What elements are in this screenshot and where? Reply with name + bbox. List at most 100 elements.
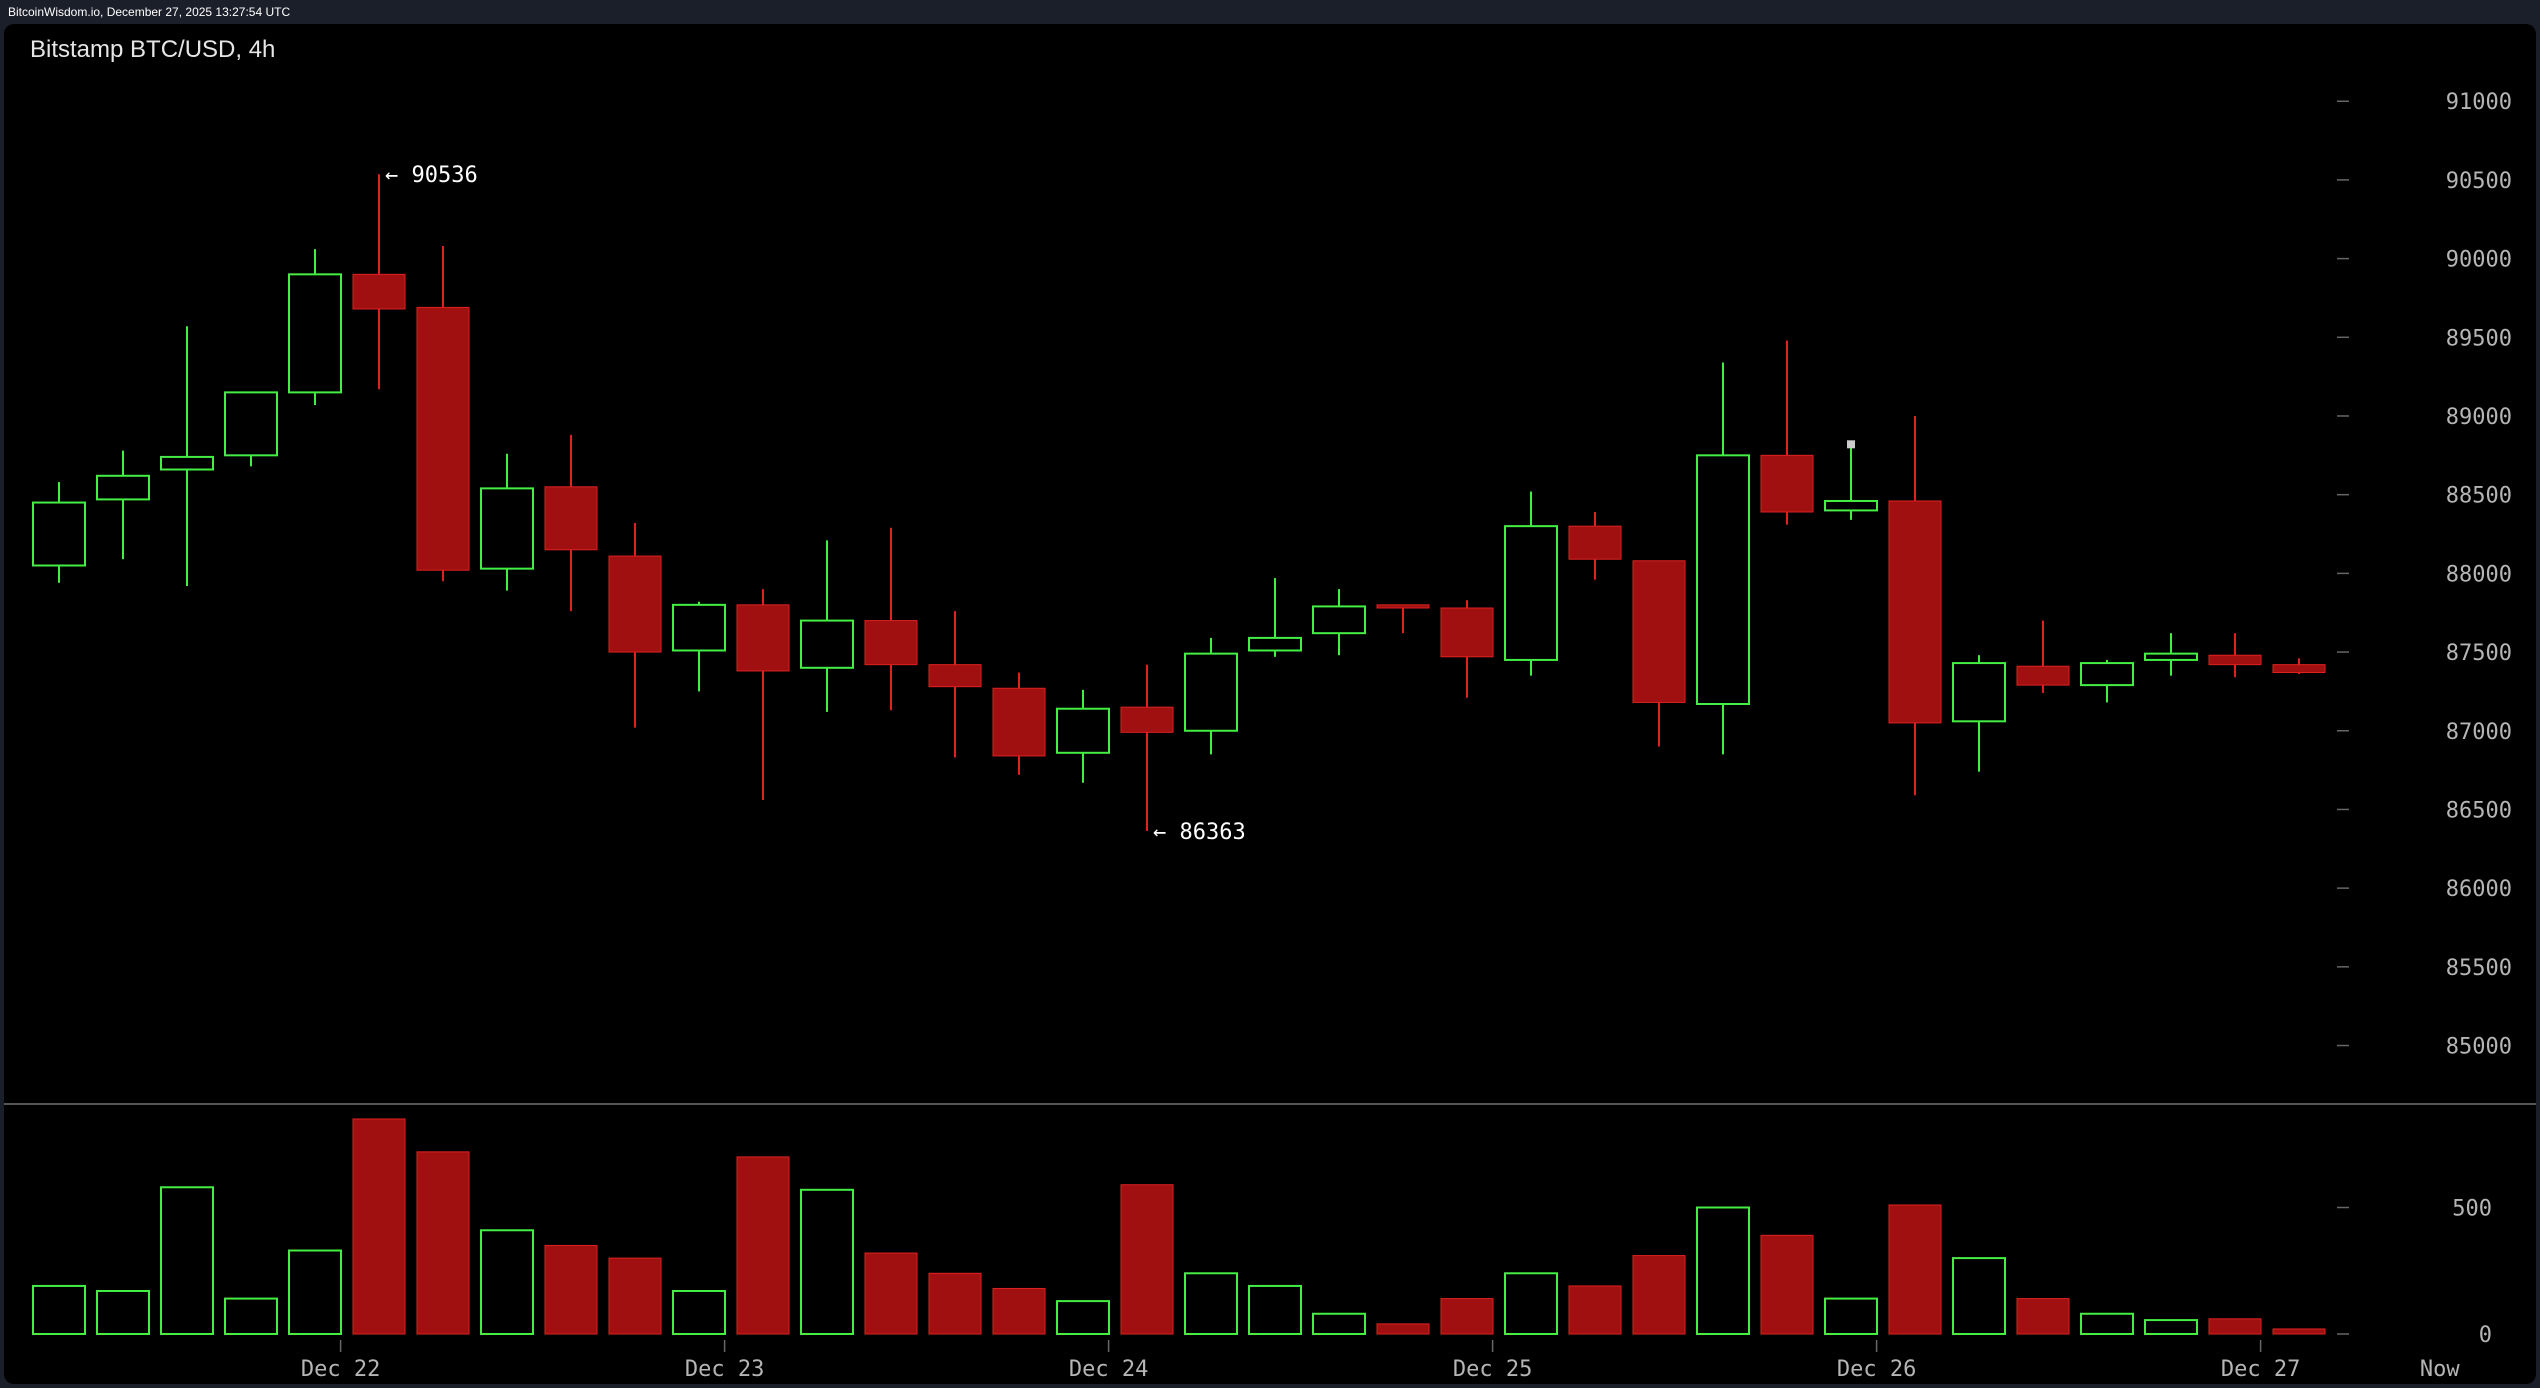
candle-body xyxy=(2208,654,2262,666)
candle-body xyxy=(1376,604,1430,609)
volume-bar-up xyxy=(672,1289,726,1335)
volume-bar-down xyxy=(2272,1328,2326,1335)
volume-bar-down xyxy=(1376,1323,1430,1335)
candle-up xyxy=(1248,578,1302,657)
candle-up xyxy=(480,453,534,591)
volume-bar-up xyxy=(1504,1272,1558,1336)
chart-panel: 85000 85500 86000 86500 87000 87500 88000 88500… xyxy=(4,24,2536,1384)
price-tick-label: 91000 xyxy=(2446,90,2512,115)
candle-up xyxy=(1056,689,1110,783)
candle-down xyxy=(1376,604,1430,634)
candle-down xyxy=(928,611,982,758)
candle-body xyxy=(32,501,86,567)
price-tick-label: 88000 xyxy=(2446,562,2512,587)
candle-body xyxy=(1888,500,1942,724)
volume-bar-up xyxy=(96,1289,150,1335)
extreme-annotation: ← 86363 xyxy=(1153,820,1246,845)
price-tick-label: 86500 xyxy=(2446,798,2512,823)
extreme-annotation: ← 90536 xyxy=(385,163,478,188)
volume-bar-down xyxy=(2016,1298,2070,1335)
candle-down xyxy=(352,174,406,390)
candle-body xyxy=(1696,454,1750,705)
marker-dot xyxy=(1847,440,1855,449)
volume-layer xyxy=(32,1118,2326,1336)
top-bar: BitcoinWisdom.io, December 27, 2025 13:2… xyxy=(0,0,2540,24)
date-label: Dec 27 xyxy=(2221,1357,2300,1382)
candle-down xyxy=(1120,664,1174,832)
candle-body xyxy=(1248,636,1302,652)
volume-bar-down xyxy=(352,1118,406,1335)
candle-body xyxy=(800,619,854,669)
volume-bar-up xyxy=(480,1229,534,1336)
candle-body xyxy=(96,474,150,501)
volume-bar-down xyxy=(1440,1298,1494,1335)
candle-body xyxy=(1184,652,1238,732)
candle-body xyxy=(1824,499,1878,512)
candle-up xyxy=(1312,589,1366,656)
volume-bar-up xyxy=(2080,1312,2134,1336)
price-tick-label: 86000 xyxy=(2446,877,2512,902)
candle-up xyxy=(2144,633,2198,676)
volume-bar-down xyxy=(736,1156,790,1335)
volume-bar-up xyxy=(1056,1300,1110,1335)
candle-body xyxy=(2144,652,2198,661)
candle-body xyxy=(288,273,342,394)
volume-bar-down xyxy=(928,1272,982,1335)
candle-up xyxy=(224,391,278,467)
price-tick-label: 87500 xyxy=(2446,641,2512,666)
date-label: Dec 24 xyxy=(1069,1357,1148,1382)
candle-body xyxy=(672,603,726,652)
volume-bar-up xyxy=(224,1297,278,1335)
candle-down xyxy=(544,434,598,612)
volume-bar-up xyxy=(1824,1297,1878,1335)
candle-down xyxy=(416,246,470,582)
candles-layer xyxy=(32,174,2326,832)
candle-down xyxy=(1632,560,1686,747)
candle-up xyxy=(32,482,86,583)
volume-bar-down xyxy=(1120,1184,1174,1335)
candle-down xyxy=(864,527,918,711)
candle-body xyxy=(1952,662,2006,723)
candle-body xyxy=(2272,664,2326,674)
candle-body xyxy=(1632,560,1686,703)
date-label: Dec 23 xyxy=(685,1357,764,1382)
candle-down xyxy=(1888,415,1942,796)
candle-up xyxy=(1952,655,2006,772)
candle-up xyxy=(672,601,726,692)
date-label: Dec 22 xyxy=(301,1357,380,1382)
candle-up xyxy=(1504,491,1558,676)
candle-body xyxy=(928,664,982,688)
volume-bar-up xyxy=(1184,1272,1238,1336)
source-timestamp: BitcoinWisdom.io, December 27, 2025 13:2… xyxy=(8,5,291,19)
candle-down xyxy=(2016,620,2070,693)
volume-bar-up xyxy=(288,1249,342,1336)
candle-body xyxy=(1504,525,1558,661)
candle-body xyxy=(608,555,662,653)
date-label: Now xyxy=(2420,1357,2460,1382)
candle-up xyxy=(800,540,854,712)
axis-layer xyxy=(4,100,2536,1352)
price-tick-label: 88500 xyxy=(2446,484,2512,509)
candle-body xyxy=(992,687,1046,757)
volume-bar-down xyxy=(992,1287,1046,1335)
price-tick-label: 89000 xyxy=(2446,405,2512,430)
candle-body xyxy=(736,604,790,672)
price-tick-label: 89500 xyxy=(2446,326,2512,351)
volume-bar-down xyxy=(544,1244,598,1335)
price-tick-label: 90500 xyxy=(2446,169,2512,194)
volume-tick-label: 0 xyxy=(2479,1323,2492,1348)
volume-bar-down xyxy=(416,1151,470,1335)
candle-body xyxy=(864,620,918,666)
candle-down xyxy=(992,672,1046,775)
candle-up xyxy=(288,249,342,405)
candle-body xyxy=(1760,454,1814,513)
chart-title: Bitstamp BTC/USD, 4h xyxy=(30,36,276,63)
price-tick-label: 87000 xyxy=(2446,720,2512,745)
candlestick-chart[interactable]: 85000 85500 86000 86500 87000 87500 88000 88500… xyxy=(4,24,2536,1384)
candle-body xyxy=(544,486,598,551)
candle-body xyxy=(2080,662,2134,687)
volume-bar-up xyxy=(1952,1257,2006,1335)
volume-bar-up xyxy=(32,1284,86,1336)
candle-body xyxy=(352,273,406,310)
candle-body xyxy=(224,391,278,457)
